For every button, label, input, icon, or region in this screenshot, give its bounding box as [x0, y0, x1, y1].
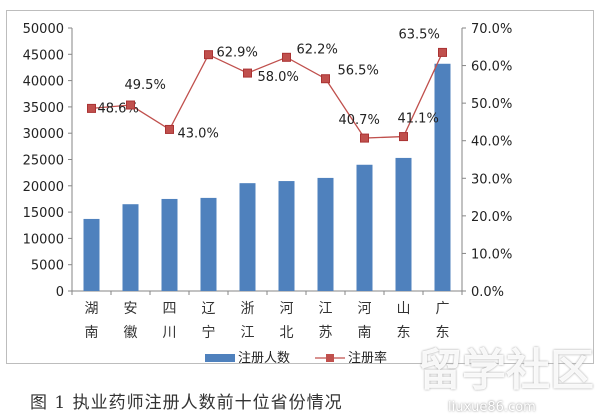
x-tick-label: 南 — [358, 325, 372, 341]
bar-6 — [317, 177, 334, 291]
y-left-tick-label: 50000 — [23, 22, 64, 37]
y-right-tick-label: 40.0% — [471, 135, 512, 150]
rate-marker-1 — [126, 100, 135, 110]
chart-caption: 图 1 执业药师注册人数前十位省份情况 — [30, 393, 343, 413]
bar-3 — [200, 197, 217, 291]
x-tick-label: 河 — [358, 301, 372, 317]
y-right-tick-label: 70.0% — [471, 22, 512, 37]
rate-marker-9 — [438, 47, 447, 57]
bar-1 — [122, 204, 139, 291]
rate-data-label: 63.5% — [399, 27, 440, 42]
x-tick-label: 江 — [241, 325, 255, 341]
rate-data-label: 43.0% — [178, 126, 219, 141]
x-tick-label: 四 — [163, 301, 177, 317]
legend-swatch-marker — [326, 354, 334, 362]
rate-marker-2 — [165, 124, 174, 134]
rate-data-label: 41.1% — [398, 112, 439, 127]
x-tick-label: 东 — [397, 325, 411, 341]
chart-frame — [6, 10, 594, 364]
x-tick-label: 南 — [85, 325, 99, 341]
y-left-tick-label: 30000 — [23, 127, 64, 142]
x-tick-label: 湖 — [85, 301, 99, 317]
bar-2 — [161, 198, 178, 291]
x-tick-label: 川 — [163, 325, 177, 341]
x-tick-label: 北 — [280, 325, 294, 341]
y-right-tick-label: 60.0% — [471, 60, 512, 75]
rate-data-label: 56.5% — [338, 64, 379, 79]
y-right-tick-label: 50.0% — [471, 97, 512, 112]
y-left-tick-label: 15000 — [23, 206, 64, 221]
y-left-tick-label: 35000 — [23, 101, 64, 116]
rate-marker-7 — [360, 133, 369, 143]
rate-marker-8 — [399, 132, 408, 142]
y-left-tick-label: 10000 — [23, 232, 64, 247]
x-tick-label: 宁 — [202, 324, 216, 341]
bar-7 — [356, 164, 373, 291]
rate-data-label: 49.5% — [125, 78, 166, 93]
x-tick-label: 山 — [397, 301, 411, 317]
y-left-tick-label: 20000 — [23, 180, 64, 195]
y-right-tick-label: 10.0% — [471, 247, 512, 262]
rate-marker-0 — [87, 103, 96, 113]
rate-marker-6 — [321, 74, 330, 84]
x-tick-label: 江 — [319, 301, 333, 317]
y-left-tick-label: 40000 — [23, 75, 64, 90]
bar-4 — [239, 183, 256, 291]
rate-line — [91, 52, 444, 139]
y-left-tick-label: 0 — [56, 285, 64, 300]
x-tick-label: 苏 — [319, 325, 333, 341]
watermark-url: liuxue86.com — [448, 400, 536, 415]
legend-label-line: 注册率 — [348, 350, 387, 366]
rate-data-label: 62.9% — [217, 46, 258, 61]
y-right-tick-label: 20.0% — [471, 210, 512, 225]
x-tick-label: 东 — [436, 325, 450, 341]
y-left-tick-label: 5000 — [31, 259, 64, 274]
legend-swatch-bar — [205, 354, 235, 362]
y-right-tick-label: 0.0% — [471, 285, 504, 300]
x-tick-label: 辽 — [202, 301, 216, 317]
combo-chart: 0 5000 10000 15000 20000 25000 30000 35000 40000… — [23, 22, 513, 366]
legend-label-bar: 注册人数 — [238, 351, 290, 366]
y-right-tick-label: 30.0% — [471, 172, 512, 187]
x-tick-label: 广 — [436, 301, 450, 317]
rate-data-label: 58.0% — [258, 70, 299, 85]
rate-marker-5 — [282, 52, 291, 62]
rate-data-label: 62.2% — [297, 42, 338, 57]
x-tick-label: 河 — [280, 301, 294, 317]
x-tick-label: 安 — [124, 301, 138, 317]
bar-0 — [83, 218, 100, 291]
watermark-logo: 留学社区 — [418, 345, 594, 396]
rate-marker-4 — [243, 68, 252, 78]
bar-8 — [395, 157, 412, 291]
x-tick-label: 浙 — [241, 301, 255, 317]
bar-9 — [434, 63, 451, 291]
x-tick-label: 徽 — [124, 325, 138, 341]
rate-data-label: 40.7% — [339, 113, 380, 128]
bar-5 — [278, 181, 295, 291]
y-left-tick-label: 25000 — [23, 154, 64, 169]
y-left-tick-label: 45000 — [23, 48, 64, 63]
rate-marker-3 — [204, 50, 213, 60]
